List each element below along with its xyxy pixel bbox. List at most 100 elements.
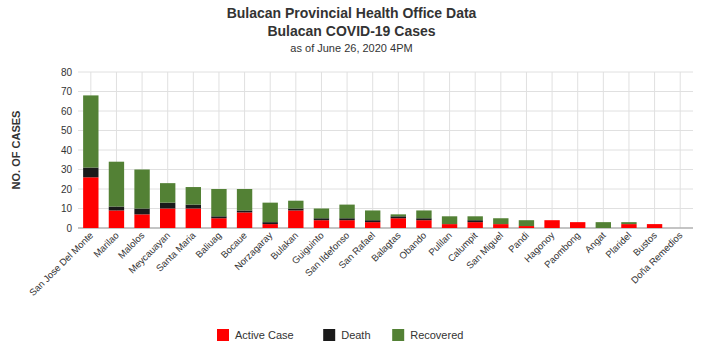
bar-segment (391, 218, 406, 228)
bar-segment (109, 162, 124, 207)
bar-segment (314, 218, 329, 220)
bar-segment (186, 205, 201, 209)
bar-segment (673, 228, 688, 229)
grid-line (372, 72, 373, 228)
bar-segment (288, 209, 303, 211)
y-tick-label: 20 (61, 184, 73, 195)
x-tick-label: Doña Remedios (629, 229, 685, 285)
grid-line (680, 72, 681, 228)
bar-segment (647, 224, 662, 225)
y-tick-label: 60 (61, 106, 73, 117)
y-tick-label: 0 (66, 223, 72, 234)
bar-segment (83, 177, 98, 228)
bar-segment (339, 220, 354, 228)
legend-swatch (323, 329, 335, 341)
x-tick-label: Norzagaray (232, 229, 275, 272)
bar-segment (263, 224, 278, 228)
bar-segment (391, 216, 406, 218)
bars (83, 95, 662, 228)
y-tick-label: 30 (61, 164, 73, 175)
y-tick-label: 70 (61, 86, 73, 97)
bar-segment (493, 224, 508, 228)
bar-segment (211, 189, 226, 216)
bar-segment (263, 222, 278, 224)
bar-segment (621, 222, 636, 224)
legend: Active Case Death Recovered (217, 329, 463, 341)
bar-segment (442, 216, 457, 224)
grid-line (449, 72, 450, 228)
grid-line (78, 169, 693, 170)
bar-segment (570, 222, 585, 223)
bar-segment (263, 203, 278, 223)
bar-segment (596, 222, 611, 228)
bar-segment (416, 210, 431, 218)
axes: 01020304050607080San Jose Del MonteMaril… (27, 67, 693, 298)
bar-segment (237, 189, 252, 210)
bar-segment (160, 209, 175, 229)
bar-segment (83, 95, 98, 167)
bar-segment (391, 214, 406, 216)
bar-segment (416, 220, 431, 228)
bar-segment (160, 203, 175, 209)
title: Bulacan Provincial Health Office Data (227, 5, 477, 21)
y-tick-label: 40 (61, 145, 73, 156)
grid-line (577, 72, 578, 228)
bar-segment (83, 168, 98, 178)
grid (78, 72, 693, 228)
y-tick-label: 10 (61, 203, 73, 214)
grid-line (78, 130, 693, 131)
grid-line (78, 91, 693, 92)
grid-line (628, 72, 629, 228)
grid-line (78, 72, 693, 73)
bar-segment (468, 216, 483, 220)
grid-line (423, 72, 424, 228)
bar-segment (544, 220, 559, 221)
y-tick-label: 80 (61, 67, 73, 78)
title: Bulacan COVID-19 Cases (267, 23, 435, 39)
bar-segment (160, 183, 175, 203)
bar-segment (134, 209, 149, 215)
bar-segment (519, 220, 534, 226)
bar-segment (647, 224, 662, 225)
x-tick-label: Balagtas (369, 229, 403, 263)
chart: Bulacan Provincial Health Office Data Bul… (0, 0, 703, 354)
bar-segment (442, 224, 457, 228)
bar-segment (647, 224, 662, 228)
grid-line (500, 72, 501, 228)
legend-label: Active Case (235, 329, 294, 341)
legend-swatch (217, 329, 229, 341)
bar-segment (468, 220, 483, 222)
bar-segment (519, 226, 534, 228)
legend-swatch (392, 329, 404, 341)
bar-segment (673, 228, 688, 229)
grid-line (398, 72, 399, 228)
bar-segment (544, 220, 559, 228)
x-tick-label: Santa Maria (154, 229, 199, 274)
bar-segment (493, 218, 508, 224)
grid-line (78, 150, 693, 151)
legend-label: Death (341, 329, 370, 341)
bar-segment (134, 214, 149, 228)
bar-segment (211, 218, 226, 228)
bar-segment (416, 218, 431, 220)
bar-segment (109, 207, 124, 211)
bar-segment (365, 210, 380, 220)
bar-segment (288, 210, 303, 228)
y-tick-label: 50 (61, 125, 73, 136)
bar-segment (365, 222, 380, 228)
grid-line (475, 72, 476, 228)
bar-segment (237, 212, 252, 228)
x-tick-label: Paombong (542, 230, 582, 270)
bar-segment (673, 228, 688, 229)
bar-segment (211, 216, 226, 218)
x-tick-label: Baliuag (193, 230, 223, 260)
x-tick-label: San Jose Del Monte (27, 230, 95, 298)
bar-segment (339, 218, 354, 220)
bar-segment (314, 209, 329, 219)
subtitle: as of June 26, 2020 4PM (290, 42, 412, 54)
grid-line (603, 72, 604, 228)
grid-line (552, 72, 553, 228)
bar-segment (186, 187, 201, 205)
bar-segment (186, 209, 201, 229)
legend-label: Recovered (410, 329, 463, 341)
